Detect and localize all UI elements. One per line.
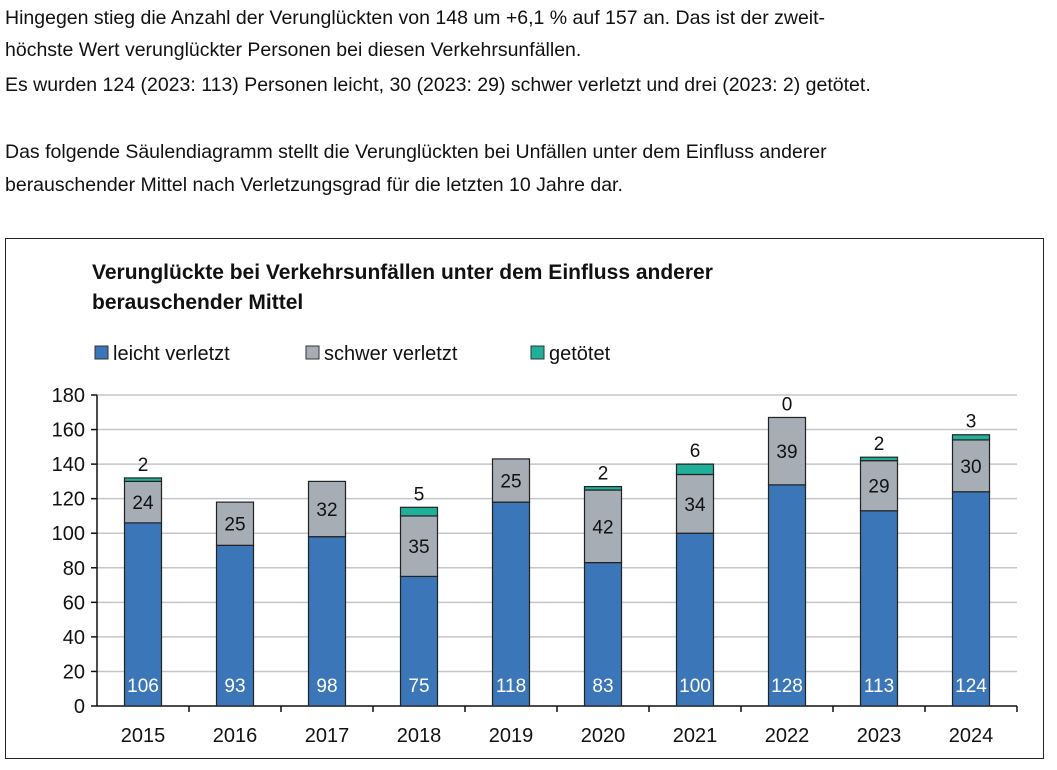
bar-segment-getötet <box>859 456 899 462</box>
bar-segment-leicht-verletzt <box>859 510 899 707</box>
chart-title: berauschender Mittel <box>92 291 304 314</box>
data-label: 32 <box>316 500 337 521</box>
data-label: 93 <box>224 676 245 697</box>
data-label: 2 <box>598 464 609 485</box>
bar-segment-getötet <box>399 506 439 517</box>
bar-segment-schwer-verletzt <box>491 458 531 503</box>
x-tick-label: 2024 <box>949 725 994 747</box>
data-label: 24 <box>132 493 154 514</box>
data-label: 106 <box>127 676 159 697</box>
x-tick-label: 2015 <box>121 725 166 747</box>
bar-segment-schwer-verletzt <box>399 515 439 578</box>
data-label: 6 <box>690 441 701 462</box>
data-label: 113 <box>864 676 894 697</box>
bar-segment-getötet <box>583 485 623 491</box>
data-label: 75 <box>408 676 429 697</box>
y-tick-label: 60 <box>63 592 85 614</box>
bar-segment-schwer-verletzt <box>951 439 991 493</box>
bar-segment-leicht-verletzt <box>583 561 623 707</box>
y-tick-label: 120 <box>52 489 85 511</box>
x-tick-label: 2023 <box>857 725 902 747</box>
bar-segment-schwer-verletzt <box>307 480 347 538</box>
data-label: 3 <box>966 412 977 433</box>
data-label: 2 <box>874 434 885 455</box>
y-tick-label: 180 <box>52 385 85 407</box>
bar-segment-leicht-verletzt <box>307 536 347 707</box>
data-label: 5 <box>414 484 425 505</box>
bar-segment-schwer-verletzt <box>859 460 899 512</box>
bar-segment-getötet <box>123 477 163 482</box>
data-label: 100 <box>679 676 711 697</box>
bar-segment-schwer-verletzt <box>215 501 255 546</box>
legend-label: getötet <box>549 343 611 365</box>
x-tick-label: 2020 <box>581 725 626 747</box>
x-tick-label: 2021 <box>673 725 718 747</box>
legend-swatch <box>94 345 109 360</box>
y-tick-label: 20 <box>63 661 85 683</box>
bar-segment-leicht-verletzt <box>767 484 807 707</box>
bar-segment-leicht-verletzt <box>951 491 991 707</box>
data-label: 83 <box>592 676 613 697</box>
data-label: 30 <box>960 457 981 478</box>
data-label: 2 <box>138 455 149 476</box>
legend-label: schwer verletzt <box>324 343 458 365</box>
bar-segment-leicht-verletzt <box>491 501 531 707</box>
y-tick-label: 160 <box>52 420 85 442</box>
data-label: 25 <box>224 515 245 536</box>
data-label: 35 <box>408 537 429 558</box>
y-tick-label: 80 <box>63 558 85 580</box>
x-tick-label: 2019 <box>489 725 534 747</box>
bar-segment-schwer-verletzt <box>767 416 807 486</box>
x-tick-label: 2018 <box>397 725 442 747</box>
x-tick-label: 2022 <box>765 725 810 747</box>
data-label: 39 <box>776 442 797 463</box>
y-tick-label: 40 <box>63 627 85 649</box>
data-label: 34 <box>684 495 706 516</box>
bar-segment-schwer-verletzt <box>123 480 163 524</box>
paragraph-line: Hingegen stieg die Anzahl der Verunglück… <box>5 7 826 29</box>
data-label: 128 <box>771 676 803 697</box>
data-label: 118 <box>496 676 526 697</box>
bar-segment-leicht-verletzt <box>675 532 715 707</box>
bar-segment-leicht-verletzt <box>399 575 439 707</box>
bar-segment-getötet <box>675 463 715 476</box>
data-label: 25 <box>500 472 521 493</box>
paragraph-line: Es wurden 124 (2023: 113) Personen leich… <box>5 74 871 96</box>
bar-segment-leicht-verletzt <box>215 544 255 707</box>
data-label: 0 <box>782 394 793 415</box>
data-label: 42 <box>592 517 613 538</box>
legend-swatch <box>305 345 320 360</box>
data-label: 98 <box>316 676 337 697</box>
y-tick-label: 0 <box>74 696 85 718</box>
bar-segment-getötet <box>951 434 991 441</box>
bar-segment-schwer-verletzt <box>675 473 715 534</box>
paragraph-line: Das folgende Säulendiagramm stellt die V… <box>5 141 827 163</box>
chart-frame <box>5 238 1044 759</box>
y-tick-label: 100 <box>52 523 85 545</box>
legend-label: leicht verletzt <box>113 343 230 365</box>
legend-swatch <box>530 345 545 360</box>
chart-title: Verunglückte bei Verkehrsunfällen unter … <box>92 261 713 284</box>
x-tick-label: 2017 <box>305 725 350 747</box>
data-label: 124 <box>955 676 987 697</box>
paragraph-line: höchste Wert verunglückter Personen bei … <box>5 39 582 61</box>
bar-segment-schwer-verletzt <box>583 489 623 564</box>
x-tick-label: 2016 <box>213 725 258 747</box>
paragraph-line: berauschender Mittel nach Verletzungsgra… <box>5 174 623 196</box>
y-tick-label: 140 <box>52 454 85 476</box>
data-label: 29 <box>868 477 889 498</box>
